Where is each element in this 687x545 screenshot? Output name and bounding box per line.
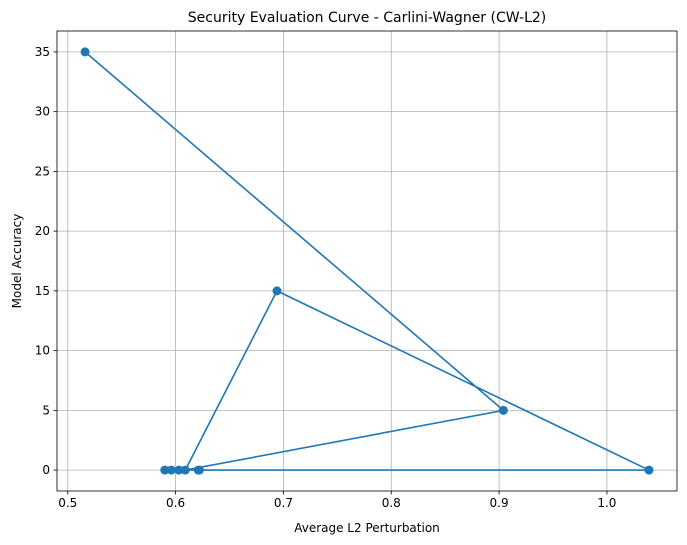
y-tick-label: 5: [42, 403, 50, 417]
y-tick-label: 25: [35, 164, 50, 178]
data-point: [174, 465, 184, 475]
y-tick-label: 0: [42, 463, 50, 477]
chart-title: Security Evaluation Curve - Carlini-Wagn…: [188, 10, 547, 26]
y-axis-ticks: 0 5 10 15 20 25 30 35: [35, 45, 57, 477]
accuracy-series-line: [84, 51, 650, 472]
x-tick-label: 0.7: [274, 496, 293, 510]
y-tick-label: 20: [35, 224, 50, 238]
y-tick-label: 30: [35, 105, 50, 119]
x-tick-label: 0.6: [166, 496, 185, 510]
plot-frame: [56, 30, 678, 492]
x-tick-label: 0.8: [382, 496, 401, 510]
data-point: [193, 465, 203, 475]
data-point: [272, 286, 282, 296]
x-tick-label: 1.0: [597, 496, 616, 510]
data-point: [160, 465, 170, 475]
y-axis-title: Model Accuracy: [10, 214, 24, 309]
y-tick-label: 35: [35, 45, 50, 59]
x-axis-ticks: 0.5 0.6 0.7 0.8 0.9 1.0: [58, 491, 616, 510]
x-axis-title: Average L2 Perturbation: [294, 521, 440, 535]
data-point: [644, 465, 654, 475]
series-layer: [80, 47, 654, 475]
x-tick-label: 0.5: [58, 496, 77, 510]
data-point: [80, 47, 90, 57]
y-tick-label: 10: [35, 344, 50, 358]
data-point: [180, 465, 190, 475]
accuracy-series-points: [80, 47, 654, 475]
grid-lines: [57, 31, 677, 491]
x-tick-label: 0.9: [490, 496, 509, 510]
y-tick-label: 15: [35, 284, 50, 298]
data-point: [498, 405, 508, 415]
data-point: [166, 465, 176, 475]
